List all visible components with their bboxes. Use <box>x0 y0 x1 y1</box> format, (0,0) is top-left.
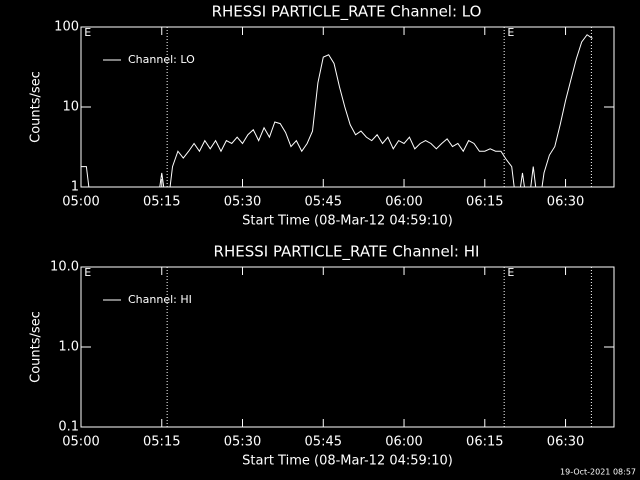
x-tick-label: 05:00 <box>62 195 99 210</box>
y-tick-label: 1 <box>71 180 79 195</box>
x-tick-label: 05:15 <box>143 195 180 210</box>
x-tick-label: 06:00 <box>385 195 422 210</box>
y-tick-label: 0.1 <box>58 420 79 435</box>
legend-label: Channel: LO <box>128 53 195 66</box>
y-axis-label: Counts/sec <box>29 71 44 143</box>
x-tick-label: 06:30 <box>547 195 584 210</box>
x-axis-label: Start Time (08-Mar-12 04:59:10) <box>242 214 453 229</box>
annotation: E <box>507 266 514 279</box>
legend-label: Channel: HI <box>128 293 192 306</box>
x-tick-label: 06:00 <box>385 435 422 450</box>
x-tick-label: 05:45 <box>305 435 342 450</box>
x-tick-label: 06:30 <box>547 435 584 450</box>
x-tick-label: 05:30 <box>224 195 261 210</box>
plot-area <box>81 34 593 187</box>
y-tick-label: 100 <box>54 20 79 35</box>
x-tick-label: 05:00 <box>62 435 99 450</box>
x-axis-label: Start Time (08-Mar-12 04:59:10) <box>242 454 453 469</box>
y-axis-label: Counts/sec <box>29 311 44 383</box>
data-line <box>81 34 593 187</box>
footer: 19-Oct-2021 08:57 <box>560 468 636 477</box>
x-tick-label: 05:45 <box>305 195 342 210</box>
y-tick-label: 10.0 <box>50 260 79 275</box>
y-tick-label: 10 <box>62 100 79 115</box>
annotation: E <box>84 26 91 39</box>
y-tick-label: 1.0 <box>58 340 79 355</box>
chart-title: RHESSI PARTICLE_RATE Channel: LO <box>212 3 482 22</box>
chart-title: RHESSI PARTICLE_RATE Channel: HI <box>214 243 480 262</box>
plot-frame <box>80 266 615 428</box>
x-tick-label: 06:15 <box>466 195 503 210</box>
annotation: E <box>507 26 514 39</box>
x-tick-label: 05:30 <box>224 435 261 450</box>
x-tick-label: 06:15 <box>466 435 503 450</box>
plot-frame <box>80 26 615 188</box>
annotation: E <box>84 266 91 279</box>
x-tick-label: 05:15 <box>143 435 180 450</box>
